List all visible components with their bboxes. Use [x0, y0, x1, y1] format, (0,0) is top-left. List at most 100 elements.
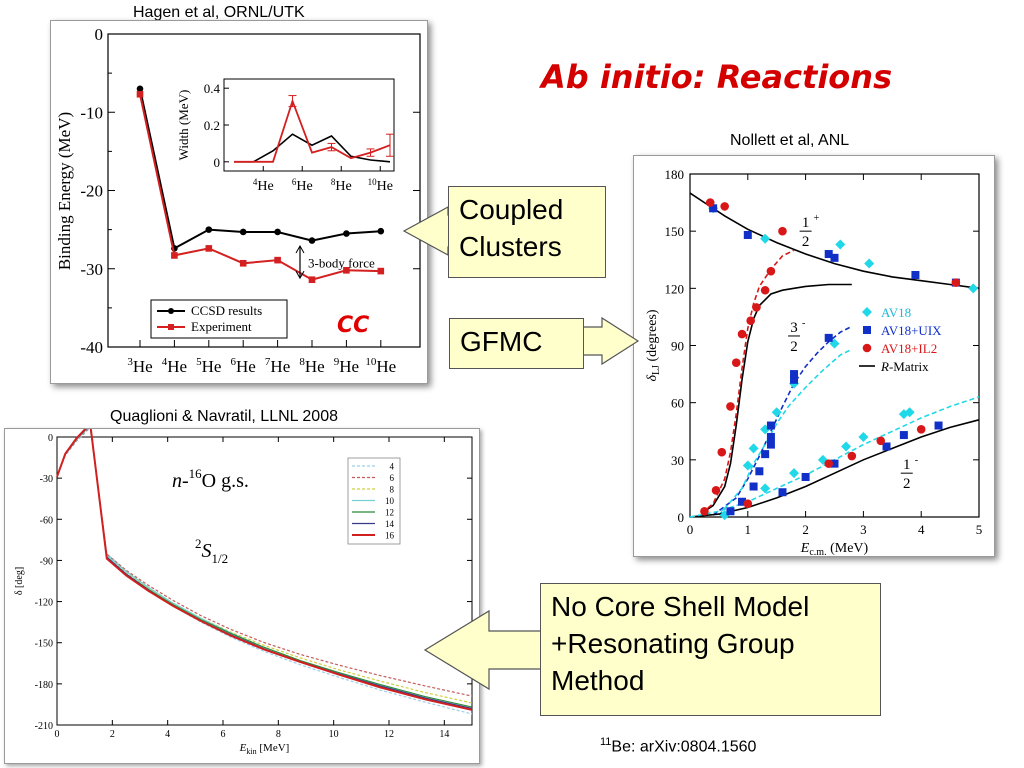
- il2-point: [778, 226, 787, 236]
- x-tick-label: 14: [439, 729, 449, 740]
- y-label-unit: (degrees): [645, 309, 660, 365]
- ccsd-point: [239, 228, 247, 236]
- legend-label-av18: AV18: [881, 305, 911, 320]
- ncsm-line-1: No Core Shell Model: [551, 591, 810, 622]
- x-tick-label: 6: [221, 729, 226, 740]
- coupled-clusters-callout: Coupled Clusters: [448, 186, 606, 278]
- uix-point: [824, 250, 833, 259]
- uix-point: [766, 421, 775, 430]
- x-tick-label: 4: [918, 522, 925, 537]
- x-tick-label: 2: [802, 522, 809, 537]
- x-tick-label: 7He: [265, 356, 290, 376]
- ncsm-callout: No Core Shell Model +Resonating Group Me…: [540, 583, 881, 716]
- inset-frame: [223, 78, 395, 172]
- y-tick-label: -20: [80, 182, 103, 201]
- av18-point: [841, 441, 852, 452]
- x-tick-sup: 9: [334, 356, 340, 368]
- av18-point: [835, 239, 846, 250]
- uix-point: [761, 450, 770, 459]
- inset-x-tick-sup: 8: [331, 177, 336, 187]
- legend-rmatrix-rest: -Matrix: [889, 359, 929, 374]
- state-label-sub: 1/2: [212, 551, 229, 566]
- x-tick-base: He: [270, 357, 290, 376]
- uix-point: [830, 459, 839, 468]
- av18-curve-p32: [718, 348, 853, 516]
- y-tick-label: -60: [40, 515, 53, 526]
- arrow-head-up: [295, 245, 305, 254]
- av18-point: [904, 407, 915, 418]
- x-tick-sup: 4: [162, 356, 168, 368]
- x-tick-label: 10He: [365, 356, 396, 376]
- partial-wave-num: 1: [802, 215, 810, 231]
- y-label-main: δ: [645, 375, 660, 382]
- footnote-superscript: 11: [600, 736, 612, 748]
- il2-point: [700, 506, 709, 516]
- inset-x-tick-base: He: [257, 179, 273, 194]
- plot-frame: [56, 436, 473, 726]
- y-axis-label: δ [deg]: [14, 567, 25, 595]
- x-label-sub: kin: [246, 747, 256, 756]
- uix-point: [934, 421, 943, 430]
- x-tick-base: He: [305, 357, 325, 376]
- ccsd-point: [136, 85, 144, 93]
- y-tick-label: -90: [40, 556, 53, 567]
- gfmc-arrow: [581, 316, 640, 366]
- uix-curve-p32: [712, 325, 853, 516]
- av18-point: [748, 443, 759, 454]
- credit-hagen: Hagen et al, ORNL/UTK: [133, 4, 305, 21]
- series-line-square: [139, 94, 381, 281]
- x-tick-base: He: [376, 357, 396, 376]
- legend-label: 4: [390, 462, 395, 472]
- footnote-text: Be: arXiv:0804.1560: [611, 738, 757, 756]
- nollett-phase-shift-chart: 0 30 60 90 120 150 180 0 1 2 3 4 5 Ec.m. (MeV) δLJ (de…: [645, 167, 982, 558]
- legend-label: 10: [385, 496, 395, 506]
- partial-wave-den: 2: [802, 234, 810, 250]
- inset-y-axis-label: Width (MeV): [176, 90, 191, 161]
- series-line-circle: [139, 88, 381, 250]
- inset-x-tick-base: He: [377, 179, 393, 194]
- uix-point: [766, 440, 775, 449]
- legend-label-rmatrix: R-Matrix: [880, 359, 929, 374]
- x-label-main: E: [239, 742, 247, 754]
- partial-wave-den: 2: [790, 339, 798, 355]
- partial-wave-den: 2: [903, 476, 911, 492]
- x-tick-label: 3: [860, 522, 867, 537]
- credit-nollett: Nollett et al, ANL: [730, 132, 850, 149]
- slide-title: Ab initio: Reactions: [541, 58, 893, 96]
- x-tick-label: 10: [329, 729, 339, 740]
- y-tick-label: -30: [80, 260, 103, 279]
- quaglioni-chart-panel: 0 -30 -60 -90 -120 -150 -180 -210 0 2 4 6 8 10 12 14 Eki…: [4, 421, 480, 764]
- ncsm-line-2: +Resonating Group: [551, 628, 795, 659]
- x-tick-label: 1: [745, 522, 752, 537]
- ccsd-point: [274, 228, 281, 236]
- y-tick-label: -40: [80, 338, 103, 357]
- uix-point: [790, 370, 799, 379]
- legend-marker: [168, 308, 174, 314]
- uix-point: [755, 467, 764, 476]
- experiment-point: [136, 90, 144, 98]
- legend-label: 6: [390, 473, 395, 483]
- inset-x-tick-base: He: [296, 179, 312, 194]
- uix-point: [899, 431, 908, 440]
- partial-wave-num: 3: [790, 320, 798, 336]
- legend-label: 8: [390, 485, 395, 495]
- il2-point: [876, 436, 886, 446]
- il2-point: [916, 425, 926, 434]
- x-axis-label: Ec.m. (MeV): [800, 541, 869, 556]
- legend-marker-av18: [862, 307, 872, 317]
- uix-point: [801, 472, 810, 481]
- il2-point: [737, 329, 747, 339]
- experiment-point: [274, 256, 281, 264]
- av18-curve-p12m: [689, 396, 980, 518]
- x-tick-sup: 6: [231, 356, 237, 368]
- av18-point: [760, 424, 771, 435]
- inset-x-tick-label: 4He: [253, 177, 274, 194]
- x-tick-label: 8: [276, 729, 281, 740]
- inset-ccsd-line: [234, 133, 391, 163]
- state-label-sup: 2: [195, 536, 202, 551]
- legend-rmatrix-r: R: [880, 359, 889, 374]
- legend-label-il2: AV18+IL2: [881, 341, 937, 356]
- y-axis-label: Binding Energy (MeV): [55, 112, 74, 270]
